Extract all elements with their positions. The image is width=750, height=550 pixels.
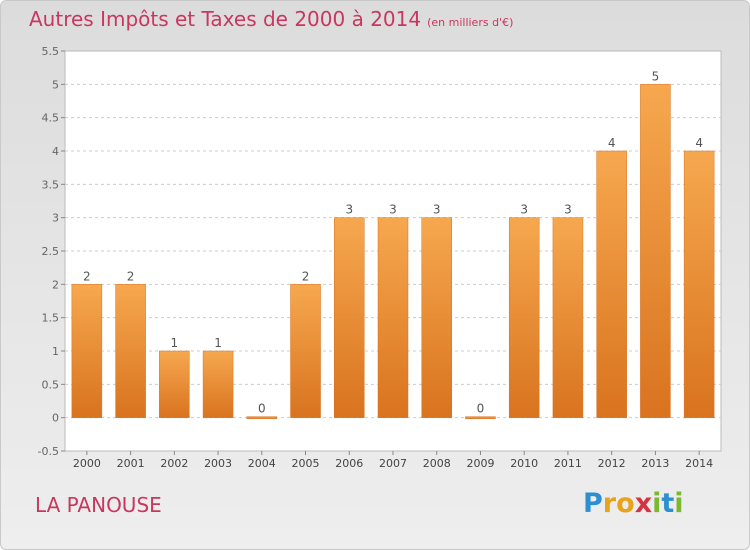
- chart-title-main: Autres Impôts et Taxes de 2000 à 2014: [29, 7, 422, 31]
- y-tick-label: 0.5: [42, 378, 60, 391]
- bar: [508, 217, 540, 418]
- data-label: 4: [608, 136, 616, 150]
- logo-letter: x: [634, 488, 653, 519]
- data-label: 3: [433, 203, 441, 217]
- y-tick-label: 5.5: [42, 45, 60, 58]
- y-tick-label: 5: [52, 78, 59, 91]
- bar: [683, 150, 715, 418]
- logo-letter: i: [652, 488, 662, 519]
- bar: [377, 217, 409, 418]
- data-label: 5: [652, 69, 660, 83]
- proxiti-logo[interactable]: Proxiti: [583, 488, 684, 519]
- data-label: 2: [83, 269, 91, 283]
- y-tick-label: 4: [52, 145, 59, 158]
- x-tick-label: 2000: [73, 457, 101, 470]
- data-label: 2: [302, 269, 310, 283]
- bar: [596, 150, 627, 418]
- bar: [290, 284, 321, 418]
- y-tick-label: 0: [52, 412, 59, 425]
- logo-letter: P: [583, 488, 603, 519]
- x-tick-label: 2010: [510, 457, 538, 470]
- logo-letter: o: [616, 488, 635, 519]
- data-label: 3: [389, 203, 397, 217]
- y-tick-label: 2: [52, 278, 59, 291]
- x-tick-label: 2005: [292, 457, 320, 470]
- bar: [246, 416, 278, 419]
- commune-name: LA PANOUSE: [35, 493, 162, 517]
- bar: [465, 416, 496, 419]
- x-axis-ticks: 2000 2001 2002 2003 2004 2005 2006 2007 2008 2009…: [73, 451, 713, 470]
- y-axis-ticks: -0.5 0 0.5 1 1.5 2 2.5 3 3.5 4 4.5 5 5.5: [38, 45, 65, 458]
- bar: [115, 284, 146, 418]
- logo-letter: t: [661, 488, 675, 519]
- logo-letter: r: [602, 488, 617, 519]
- x-tick-label: 2002: [160, 457, 188, 470]
- x-tick-label: 2006: [335, 457, 363, 470]
- data-label: 1: [214, 336, 222, 350]
- x-tick-label: 2004: [248, 457, 276, 470]
- y-tick-label: 4.5: [42, 112, 60, 125]
- data-label: 0: [477, 402, 485, 416]
- data-label: 3: [564, 203, 572, 217]
- x-tick-label: 2001: [117, 457, 145, 470]
- bar: [71, 284, 103, 418]
- x-tick-label: 2007: [379, 457, 407, 470]
- x-tick-label: 2012: [598, 457, 626, 470]
- data-label: 1: [171, 336, 179, 350]
- bar: [552, 217, 584, 418]
- chart-title: Autres Impôts et Taxes de 2000 à 2014 (en…: [29, 7, 513, 31]
- x-tick-label: 2008: [423, 457, 451, 470]
- bar: [640, 84, 671, 418]
- logo-letter: i: [674, 488, 684, 519]
- data-label: 2: [127, 269, 135, 283]
- data-label: 0: [258, 402, 266, 416]
- x-tick-label: 2011: [554, 457, 582, 470]
- bar: [202, 350, 234, 418]
- y-tick-label: -0.5: [38, 445, 59, 458]
- y-tick-label: 1.5: [42, 312, 60, 325]
- chart-unit-note: (en milliers d'€): [427, 16, 514, 29]
- bar: [421, 217, 452, 418]
- y-tick-label: 2.5: [42, 245, 60, 258]
- data-label: 3: [345, 203, 353, 217]
- bar: [159, 350, 190, 418]
- x-tick-label: 2009: [466, 457, 494, 470]
- bars: 2 2 1 1 0 2 3 3 3 0 3 3 4 5 4: [71, 69, 715, 419]
- y-tick-label: 3: [52, 212, 59, 225]
- x-tick-label: 2014: [685, 457, 713, 470]
- data-label: 3: [520, 203, 528, 217]
- y-tick-label: 3.5: [42, 178, 60, 191]
- x-tick-label: 2013: [641, 457, 669, 470]
- bar: [334, 217, 365, 418]
- y-tick-label: 1: [52, 345, 59, 358]
- x-tick-label: 2003: [204, 457, 232, 470]
- data-label: 4: [695, 136, 703, 150]
